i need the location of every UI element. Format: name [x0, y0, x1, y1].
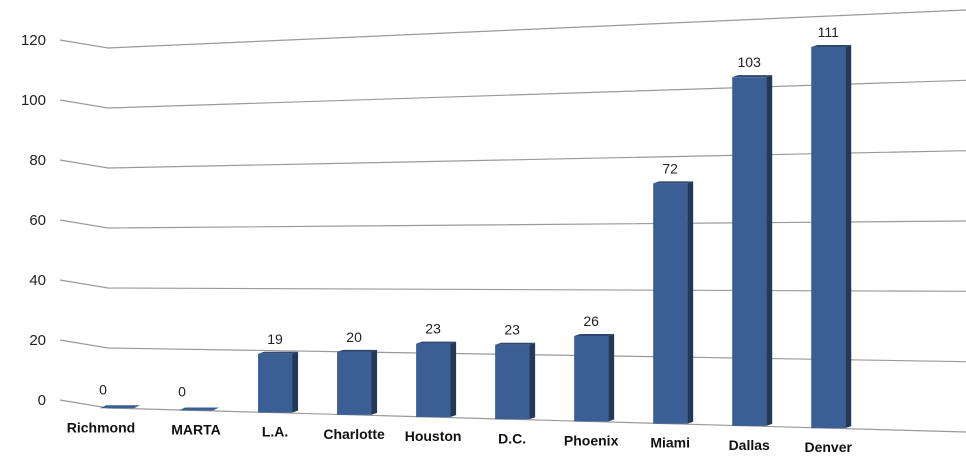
bar-side	[687, 181, 694, 424]
bar	[179, 407, 220, 411]
data-label: 0	[99, 381, 107, 397]
y-axis: 0 20 40 60 80 100 120	[21, 32, 46, 409]
y-tick-label: 60	[29, 212, 46, 229]
bar-side	[608, 333, 615, 422]
bar-side	[371, 349, 378, 415]
bar	[337, 351, 372, 415]
data-labels: 0 0 19 20 23 23 26 72 103 111	[99, 24, 839, 399]
x-tick-label: L.A.	[262, 424, 288, 440]
data-label: 23	[504, 322, 520, 338]
bar	[574, 335, 609, 422]
bar	[258, 353, 293, 413]
y-tick-label: 0	[38, 392, 46, 409]
gridline	[59, 79, 966, 109]
data-label: 19	[267, 331, 283, 347]
x-tick-label: Denver	[804, 439, 852, 455]
bar	[495, 344, 530, 420]
bar-top	[732, 75, 773, 78]
bar-side	[529, 342, 536, 420]
bar	[100, 405, 140, 409]
data-label: 72	[662, 160, 678, 176]
bars	[100, 45, 852, 429]
bar	[416, 343, 451, 418]
x-tick-label: Richmond	[67, 419, 135, 435]
bar-top	[653, 181, 694, 184]
bar-side	[292, 351, 299, 413]
gridline	[59, 150, 966, 169]
bar-top	[337, 349, 378, 352]
x-tick-label: MARTA	[171, 421, 221, 437]
bar	[732, 77, 767, 426]
data-label: 23	[425, 321, 441, 337]
bar-top	[495, 342, 536, 345]
bar-top	[258, 351, 299, 354]
bar-side	[845, 45, 852, 429]
data-label: 111	[818, 24, 839, 40]
bar-top	[811, 45, 852, 48]
x-tick-label: D.C.	[498, 430, 526, 446]
data-label: 103	[738, 54, 762, 70]
y-tick-label: 80	[29, 152, 46, 169]
x-tick-label: Houston	[405, 428, 462, 444]
x-tick-label: Charlotte	[323, 426, 385, 442]
data-label: 0	[178, 383, 186, 399]
x-tick-label: Miami	[650, 435, 690, 451]
x-tick-label: Dallas	[729, 437, 770, 453]
bar	[653, 183, 688, 424]
bar-top	[416, 341, 457, 344]
y-tick-label: 120	[21, 32, 46, 49]
gridline	[59, 9, 966, 49]
y-tick-label: 100	[21, 92, 46, 109]
data-label: 20	[346, 329, 362, 345]
bar-side	[450, 341, 457, 418]
data-label: 26	[583, 313, 599, 329]
y-tick-label: 40	[29, 272, 46, 289]
y-tick-label: 20	[29, 332, 46, 349]
x-tick-label: Phoenix	[564, 433, 619, 449]
x-axis: Richmond MARTA L.A. Charlotte Houston D.C. Pho…	[67, 419, 853, 455]
bar-side	[766, 75, 773, 426]
gridlines	[59, 9, 966, 433]
bar-top	[574, 333, 615, 336]
bar	[811, 47, 846, 429]
